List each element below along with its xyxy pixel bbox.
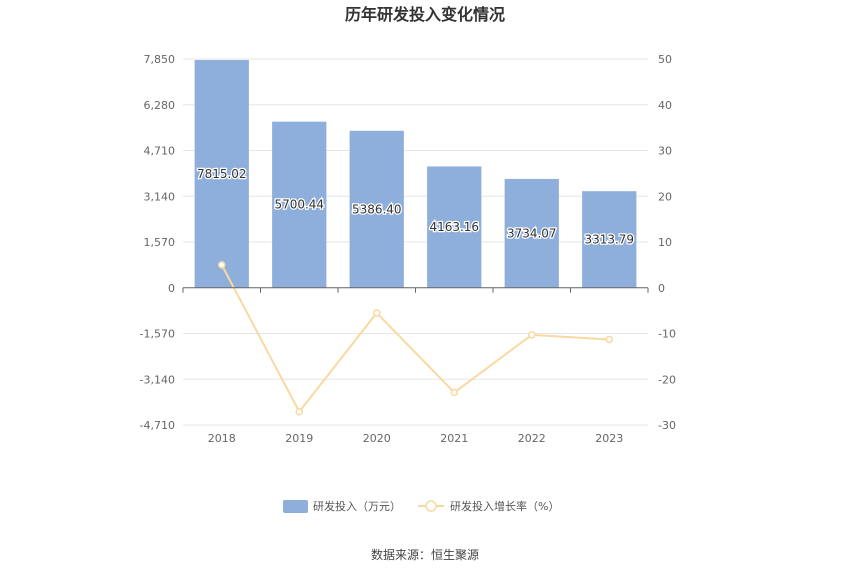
legend-line-marker [425,500,437,512]
y-right-tick-label: 20 [658,190,672,203]
y-right-tick-label: 0 [658,282,665,295]
y-left-tick-label: 3,140 [144,190,176,203]
y-left-tick-label: -4,710 [140,419,175,432]
growth-point [528,331,536,339]
growth-point [218,261,226,269]
x-tick-label: 2020 [363,432,391,445]
legend-bar-swatch [283,500,308,513]
growth-line [218,261,613,416]
y-right-tick-label: -30 [658,419,676,432]
y-left-tick-label: -3,140 [140,373,175,386]
bar [272,121,327,288]
x-tick-label: 2019 [285,432,313,445]
bar [427,166,482,288]
bar [194,60,249,288]
growth-point [373,309,381,317]
x-tick-label: 2021 [440,432,468,445]
growth-point [295,407,303,416]
axes: 7,850 6,280 4,710 3,140 1,570 0 -1,570 -3,140 -4… [140,53,676,445]
bar-data-label: 4163.16 [429,220,479,234]
growth-point [605,335,613,344]
bar-data-label: 3734.07 [507,226,557,240]
x-tick-label: 2018 [208,432,236,445]
y-right-tick-label: 40 [658,99,672,112]
bar-data-label: 5700.44 [274,198,324,212]
bar-data-label: 5386.40 [352,202,402,216]
legend-bar-label: 研发投入（万元） [313,499,401,513]
y-right-tick-label: 30 [658,145,672,158]
bars: 7815.02 5700.44 5386.40 4163.16 3734.07 3313.… [194,60,637,288]
y-left-tick-label: 7,850 [144,53,176,66]
grid [183,58,648,426]
y-right-tick-label: -10 [658,328,676,341]
x-tick-label: 2023 [595,432,623,445]
y-right-tick-label: 50 [658,53,672,66]
bar [504,178,559,288]
bar [582,191,637,288]
y-right-tick-label: -20 [658,373,676,386]
legend-line-label: 研发投入增长率（%） [450,499,559,513]
bar-data-label: 3313.79 [584,232,634,246]
x-tick-label: 2022 [518,432,546,445]
y-left-tick-label: 6,280 [144,99,176,112]
growth-point [450,388,458,397]
bar-data-label: 7815.02 [197,167,247,181]
y-left-tick-label: 0 [168,282,175,295]
source-text: 数据来源：恒生聚源 [371,547,479,562]
y-left-tick-label: 1,570 [144,236,176,249]
y-left-tick-label: 4,710 [144,145,176,158]
growth-series-line [220,264,610,414]
bar [349,130,404,288]
chart-title: 历年研发投入变化情况 [345,5,505,24]
y-right-tick-label: 10 [658,236,672,249]
legend: 研发投入（万元） 研发投入增长率（%） [283,499,559,513]
y-left-tick-label: -1,570 [140,328,175,341]
